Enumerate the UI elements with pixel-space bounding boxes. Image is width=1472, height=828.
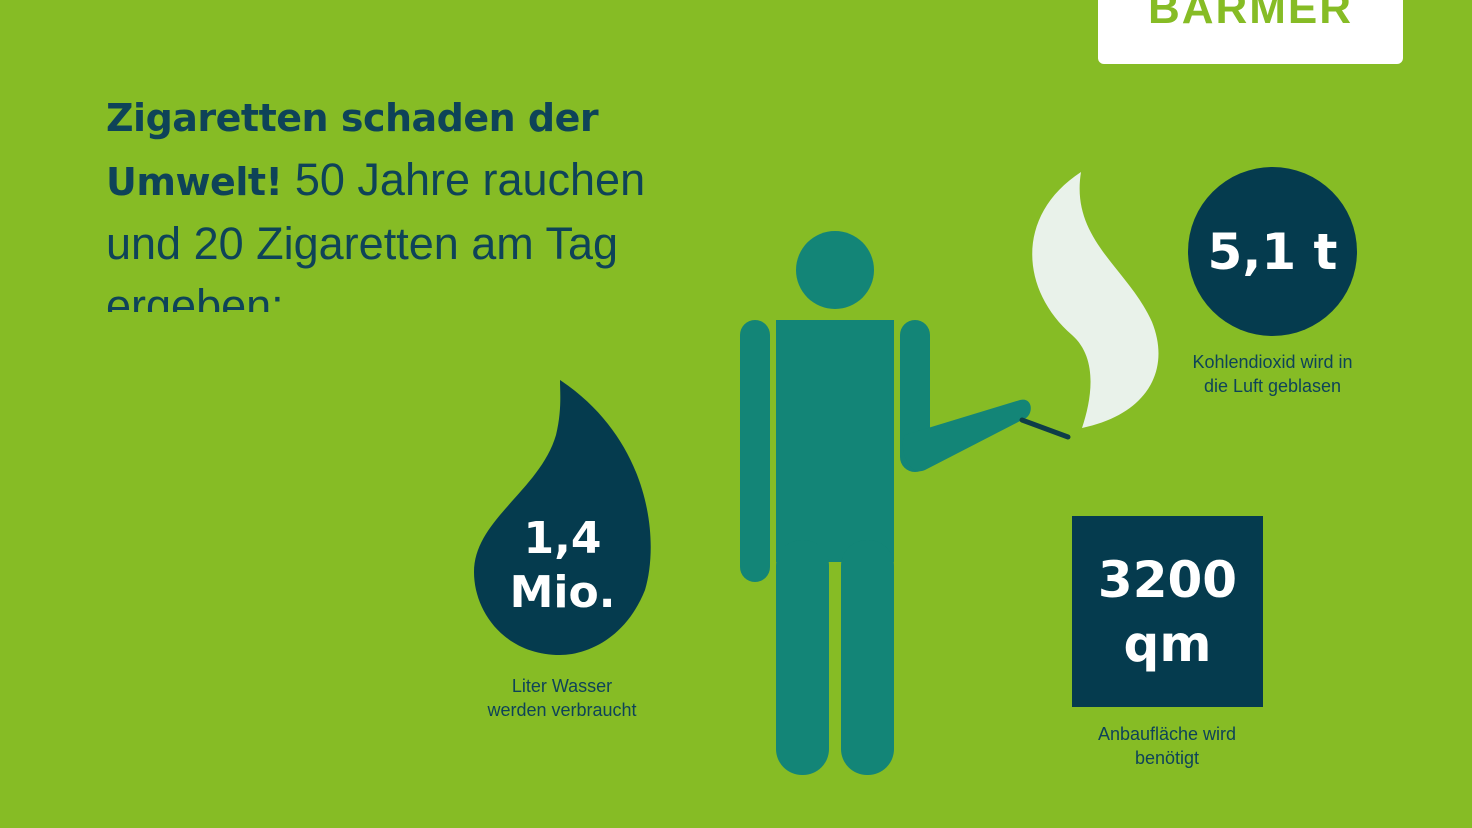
area-value-line2: qm xyxy=(1123,615,1212,673)
brand-logo: BARMER xyxy=(1098,0,1403,64)
cigarette xyxy=(1019,417,1071,440)
water-drop-icon xyxy=(474,380,651,655)
area-value-line1: 3200 xyxy=(1097,551,1238,609)
area-square xyxy=(1072,516,1263,707)
water-caption-line1: Liter Wasser xyxy=(511,676,613,696)
co2-circle xyxy=(1188,167,1357,336)
brand-logo-text: BARMER xyxy=(1147,0,1354,33)
smoke-icon xyxy=(1032,172,1159,428)
water-value: 1,4 Mio. xyxy=(480,512,645,620)
water-caption: Liter Wasser werden verbraucht xyxy=(452,674,672,722)
water-value-line2: Mio. xyxy=(509,567,616,618)
area-caption-line1: Anbaufläche wird xyxy=(1097,724,1237,744)
area-caption-line2: benötigt xyxy=(1134,748,1200,768)
headline-regular: 50 Jahre rauchen und 20 Zigaretten am Ta… xyxy=(106,154,646,312)
water-value-line1: 1,4 xyxy=(523,513,602,564)
co2-caption-line2: die Luft geblasen xyxy=(1203,376,1342,396)
co2-caption-line1: Kohlendioxid wird in xyxy=(1192,352,1353,372)
headline: Zigaretten schaden der Umwelt! 50 Jahre … xyxy=(106,85,726,312)
co2-caption: Kohlendioxid wird in die Luft geblasen xyxy=(1160,350,1385,398)
water-caption-line2: werden verbraucht xyxy=(487,700,637,720)
area-value: 3200 qm xyxy=(1072,548,1263,676)
area-caption: Anbaufläche wird benötigt xyxy=(1057,722,1277,770)
headline-bold: Zigaretten schaden der Umwelt! xyxy=(106,96,599,204)
co2-value: 5,1 t xyxy=(1207,223,1338,281)
smoking-person-icon xyxy=(740,231,1031,775)
